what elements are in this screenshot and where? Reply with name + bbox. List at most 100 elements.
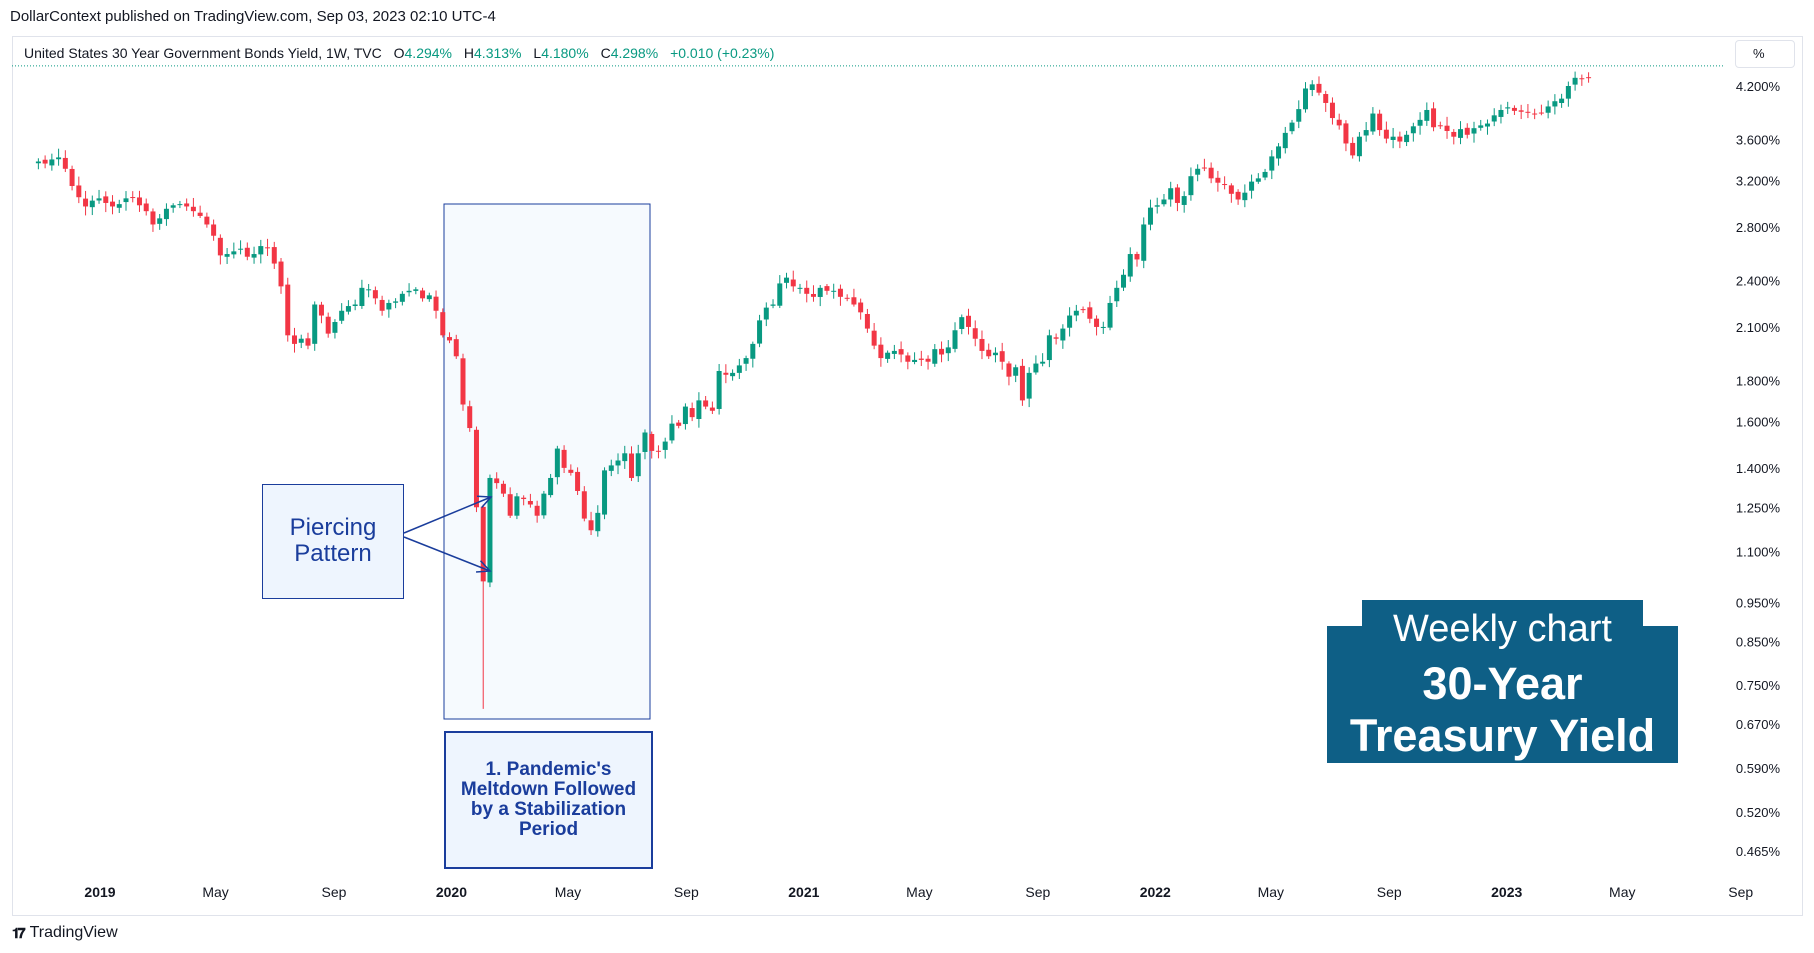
candle-body bbox=[1579, 78, 1585, 80]
low-label: L bbox=[533, 45, 542, 61]
y-tick-label: 0.950% bbox=[1736, 596, 1781, 611]
candle-body bbox=[669, 423, 675, 441]
candle-body bbox=[1141, 224, 1147, 261]
candle-body bbox=[1033, 363, 1039, 373]
arrow-shaft bbox=[403, 536, 491, 572]
candle-body bbox=[271, 247, 277, 264]
published-credit: DollarContext published on TradingView.c… bbox=[10, 8, 496, 25]
candle-body bbox=[736, 365, 742, 373]
candle-body bbox=[770, 304, 776, 306]
x-tick-label: Sep bbox=[322, 884, 347, 900]
candle-body bbox=[932, 349, 938, 364]
candle-body bbox=[858, 302, 864, 313]
candle-body bbox=[514, 496, 520, 516]
candle-body bbox=[1572, 77, 1578, 85]
candle-body bbox=[62, 157, 68, 169]
candle-body bbox=[460, 358, 466, 405]
candle-body bbox=[83, 198, 89, 207]
x-tick-label: Sep bbox=[1025, 884, 1050, 900]
candle-body bbox=[96, 198, 102, 201]
y-tick-label: 1.800% bbox=[1736, 374, 1781, 389]
candle-body bbox=[1201, 167, 1207, 169]
y-tick-label: 1.400% bbox=[1736, 461, 1781, 476]
candle-body bbox=[689, 408, 695, 418]
candle-body bbox=[473, 429, 479, 508]
candle-body bbox=[251, 254, 257, 258]
title-panel bbox=[1327, 626, 1678, 763]
candle-body bbox=[1323, 94, 1329, 103]
candle-body bbox=[1505, 107, 1511, 109]
candle-body bbox=[696, 400, 702, 420]
candle-body bbox=[170, 205, 176, 208]
pandemic-line-2: Meltdown Followed bbox=[460, 779, 637, 800]
pandemic-line-3: by a Stabilization bbox=[470, 799, 627, 820]
candle-body bbox=[1552, 101, 1558, 107]
candle-body bbox=[1073, 310, 1079, 316]
y-tick-label: 2.800% bbox=[1736, 220, 1781, 235]
candle-body bbox=[1424, 109, 1430, 121]
candle-body bbox=[157, 218, 163, 224]
candle-body bbox=[1343, 123, 1349, 144]
candle-body bbox=[527, 500, 533, 505]
candle-body bbox=[244, 247, 250, 257]
candle-body bbox=[797, 287, 803, 289]
candle-body bbox=[851, 297, 857, 305]
candle-body bbox=[1511, 107, 1517, 111]
x-tick-label: 2019 bbox=[84, 884, 115, 900]
candle-body bbox=[420, 290, 426, 299]
candle-body bbox=[1276, 146, 1282, 159]
pandemic-period-label: 1. Pandemic's Meltdown Followed by a Sta… bbox=[444, 731, 653, 869]
candle-body bbox=[1228, 185, 1234, 194]
candle-body bbox=[561, 449, 567, 468]
candle-body bbox=[500, 483, 506, 494]
candle-body bbox=[939, 348, 945, 355]
candle-body bbox=[433, 296, 439, 311]
time-axis: 2019 May Sep 2020 May Sep 2021 May Sep 2022 May Sep… bbox=[84, 884, 1753, 900]
candle-body bbox=[1478, 125, 1484, 128]
candle-body bbox=[1336, 119, 1342, 126]
candle-body bbox=[35, 161, 41, 164]
price-axis: 4.200% 3.600% 3.200% 2.800% 2.400% 2.100% 1.80… bbox=[1736, 79, 1781, 859]
title-weekly: Weekly chart bbox=[1393, 608, 1612, 650]
candle-body bbox=[1437, 125, 1443, 127]
candle-body bbox=[278, 261, 284, 287]
candle-body bbox=[231, 251, 237, 255]
candle-body bbox=[608, 465, 614, 471]
candle-body bbox=[730, 372, 736, 377]
open-label: O bbox=[393, 45, 405, 61]
candle-body bbox=[1565, 86, 1571, 99]
candle-body bbox=[1350, 142, 1356, 156]
chart-frame[interactable] bbox=[12, 36, 1803, 916]
low-value: 4.180% bbox=[541, 45, 589, 61]
x-tick-label: May bbox=[555, 884, 581, 900]
candle-body bbox=[1255, 178, 1261, 182]
candle-body bbox=[1006, 363, 1012, 377]
candle-body bbox=[992, 352, 998, 356]
candle-body bbox=[116, 204, 122, 208]
candle-body bbox=[467, 406, 473, 429]
candle-body bbox=[325, 316, 331, 334]
candle-body bbox=[1296, 109, 1302, 122]
y-tick-label: 0.850% bbox=[1736, 634, 1781, 649]
piercing-pattern-callout: Piercing Pattern bbox=[262, 484, 404, 599]
candle-body bbox=[554, 448, 560, 478]
candle-body bbox=[595, 512, 601, 532]
y-tick-label: 1.100% bbox=[1736, 545, 1781, 560]
candle-body bbox=[1356, 136, 1362, 157]
candle-body bbox=[945, 347, 951, 354]
symbol-legend[interactable]: United States 30 Year Government Bonds Y… bbox=[24, 45, 774, 61]
candle-body bbox=[649, 433, 655, 451]
candle-body bbox=[1222, 184, 1228, 186]
tradingview-logo[interactable]: 𝟏𝟕 TradingView bbox=[12, 924, 118, 942]
candle-body bbox=[1302, 88, 1308, 110]
candle-body bbox=[1458, 129, 1464, 138]
candle-body bbox=[1417, 119, 1423, 126]
candle-body bbox=[628, 453, 634, 478]
candle-body bbox=[447, 337, 453, 341]
candle-body bbox=[1444, 125, 1450, 131]
candle-body bbox=[1269, 156, 1275, 171]
percent-scale-button[interactable]: % bbox=[1735, 40, 1795, 68]
candle-body bbox=[143, 203, 149, 212]
y-tick-label: 0.750% bbox=[1736, 678, 1781, 693]
